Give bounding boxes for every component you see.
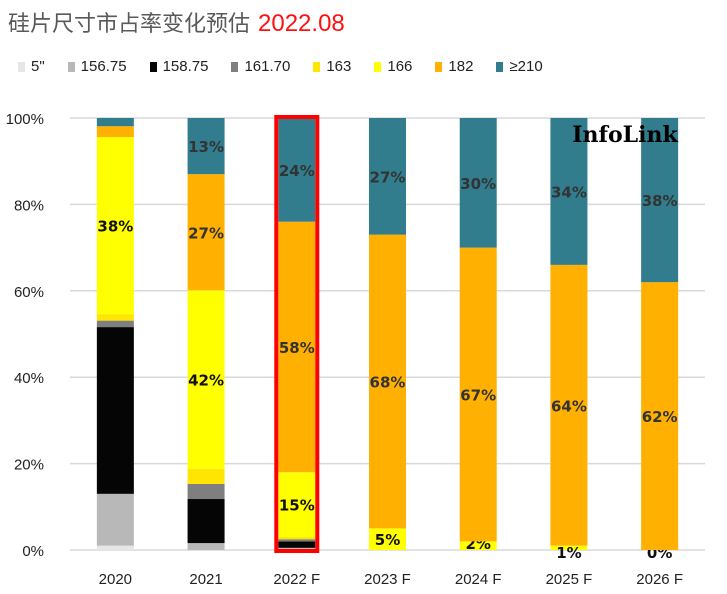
legend-swatch bbox=[496, 61, 504, 72]
bar-segment bbox=[96, 118, 134, 127]
bar-segment bbox=[278, 541, 316, 548]
data-label: 38% bbox=[642, 192, 678, 210]
legend-swatch bbox=[67, 61, 75, 72]
data-label: 30% bbox=[460, 175, 496, 193]
legend-swatch bbox=[313, 61, 321, 72]
data-label: 13% bbox=[188, 138, 224, 156]
legend-label: 156.75 bbox=[80, 58, 127, 75]
data-label: 42% bbox=[188, 372, 224, 390]
legend-swatch bbox=[435, 61, 443, 72]
y-tick-label: 60% bbox=[14, 284, 44, 301]
y-tick-label: 40% bbox=[14, 370, 44, 387]
x-tick-label: 2022 F bbox=[273, 571, 320, 588]
highlight-box bbox=[274, 115, 320, 553]
x-tick-label: 2025 F bbox=[546, 571, 593, 588]
y-tick-label: 0% bbox=[22, 543, 44, 560]
data-label: 34% bbox=[551, 183, 587, 201]
data-label: 15% bbox=[279, 497, 315, 515]
x-tick-label: 2024 F bbox=[455, 571, 502, 588]
bar-segment bbox=[96, 327, 134, 494]
bar-segment bbox=[369, 118, 406, 235]
bar-segment bbox=[187, 290, 225, 469]
legend-item: 161.70 bbox=[231, 58, 290, 75]
data-label: 38% bbox=[97, 218, 133, 236]
bar-segment bbox=[187, 483, 225, 500]
legend: 5" 156.75 158.75 161.70 163 166 182 ≥210 bbox=[18, 58, 566, 75]
legend-item: 156.75 bbox=[67, 58, 127, 75]
bar-segment bbox=[187, 174, 225, 291]
data-label: 62% bbox=[642, 408, 678, 426]
bar-segment bbox=[278, 118, 316, 222]
data-label: 27% bbox=[188, 224, 224, 242]
legend-item: 163 bbox=[313, 58, 351, 75]
legend-swatch bbox=[374, 61, 382, 72]
infolink-watermark: InfoLink bbox=[572, 122, 678, 148]
y-tick-label: 100% bbox=[6, 111, 44, 128]
bar-segment bbox=[641, 118, 679, 283]
legend-label: 161.70 bbox=[244, 58, 291, 75]
x-tick-label: 2021 bbox=[189, 571, 222, 588]
x-tick-label: 2026 F bbox=[636, 571, 683, 588]
bar-segment bbox=[96, 545, 134, 550]
legend-item: ≥210 bbox=[496, 58, 543, 75]
bar-segment bbox=[187, 118, 225, 175]
bar-segment bbox=[278, 547, 316, 550]
bar-segment bbox=[187, 468, 225, 484]
legend-label: 5" bbox=[31, 58, 45, 75]
legend-swatch bbox=[18, 61, 25, 72]
bar-segment bbox=[96, 137, 134, 315]
bar-segment bbox=[96, 314, 134, 321]
chart-title: 硅片尺寸市占率变化预估 2022.08 bbox=[8, 6, 345, 38]
legend-label: 158.75 bbox=[162, 58, 209, 75]
data-label: 67% bbox=[460, 386, 496, 404]
legend-label: 182 bbox=[448, 58, 474, 75]
y-tick-label: 20% bbox=[14, 457, 44, 474]
bar-segment bbox=[96, 126, 134, 138]
y-tick-label: 80% bbox=[14, 197, 44, 214]
data-label: 27% bbox=[370, 168, 406, 186]
bar-segment bbox=[187, 543, 225, 550]
bar-segment bbox=[278, 472, 316, 538]
bar-segment bbox=[369, 234, 406, 529]
bar-segment bbox=[641, 282, 679, 550]
legend-item: 166 bbox=[374, 58, 412, 75]
bar-segment bbox=[550, 118, 588, 265]
bar-segment bbox=[96, 320, 134, 328]
legend-swatch bbox=[231, 61, 239, 72]
data-label: 58% bbox=[279, 339, 315, 357]
data-label: 5% bbox=[375, 531, 400, 549]
legend-label: 163 bbox=[326, 58, 352, 75]
legend-item: 158.75 bbox=[149, 58, 209, 75]
bar-segment bbox=[550, 264, 588, 546]
data-label: 68% bbox=[370, 374, 406, 392]
legend-item: 5" bbox=[18, 58, 45, 75]
legend-item: 182 bbox=[435, 58, 473, 75]
legend-label: 166 bbox=[387, 58, 413, 75]
title-text: 硅片尺寸市占率变化预估 bbox=[8, 12, 251, 37]
data-label: 64% bbox=[551, 397, 587, 415]
bar-segment bbox=[278, 537, 316, 540]
bar-segment bbox=[96, 493, 134, 546]
bar-segment bbox=[278, 221, 316, 473]
chart-subtitle: 2022.08 bbox=[258, 10, 345, 37]
x-tick-label: 2023 F bbox=[364, 571, 411, 588]
bar-segment bbox=[369, 528, 406, 550]
legend-label: ≥210 bbox=[509, 58, 543, 75]
data-label: 1% bbox=[556, 544, 581, 562]
bar-segment bbox=[459, 118, 497, 248]
bar-segment bbox=[459, 541, 497, 550]
bar-segment bbox=[278, 539, 316, 542]
x-tick-label: 2020 bbox=[99, 571, 132, 588]
bar-segment bbox=[550, 545, 588, 550]
bar-segment bbox=[187, 499, 225, 544]
bar-segment bbox=[459, 247, 497, 542]
data-label: 24% bbox=[279, 162, 315, 180]
legend-swatch bbox=[149, 61, 157, 72]
